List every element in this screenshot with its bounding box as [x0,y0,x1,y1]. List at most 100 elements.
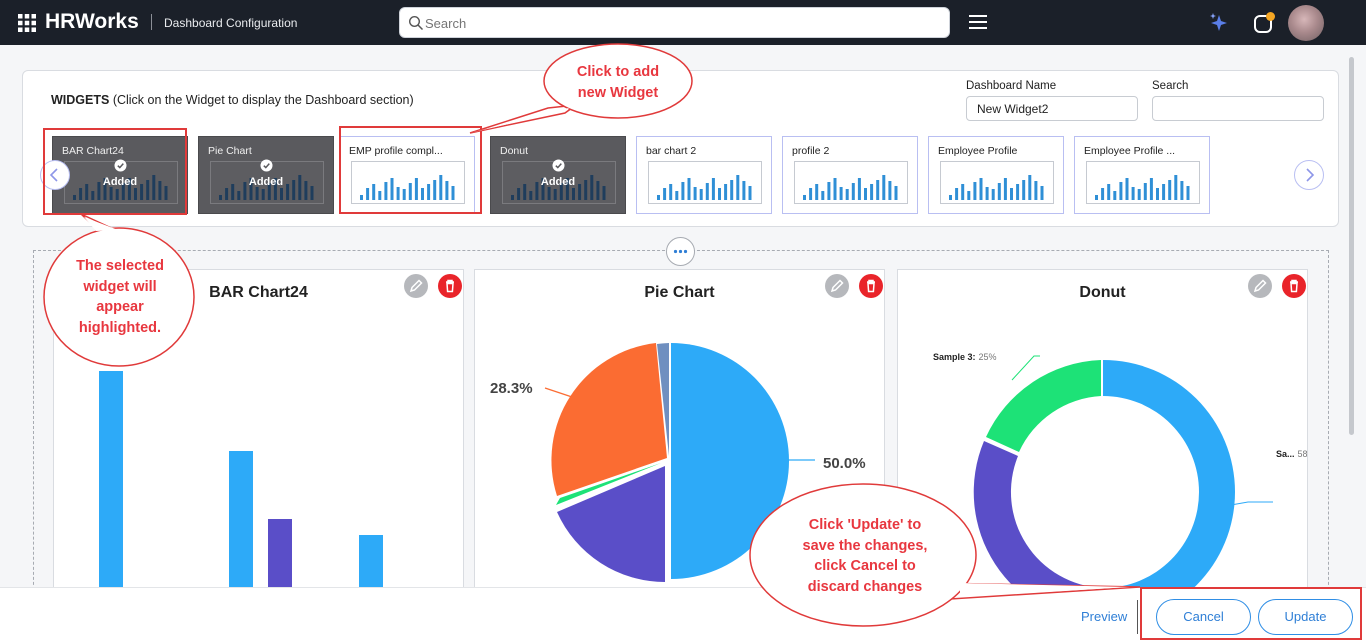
thumbnail-bar [864,188,867,200]
carousel-prev-button[interactable] [40,160,70,190]
check-icon [260,159,273,172]
more-options-button[interactable] [666,237,695,266]
added-badge: Added [102,176,138,188]
trash-icon [1290,279,1298,293]
thumbnail-bar [565,178,569,200]
thumbnail-bar [1174,175,1178,200]
widget-card[interactable]: profile 2 [782,136,918,214]
thumbnail-bar [91,191,95,200]
thumbnail-bar [134,188,137,200]
thumbnail-bar [529,191,533,200]
thumbnail-bar [967,191,971,200]
thumbnail-bar [1143,183,1147,200]
bar-chart-widget[interactable]: BAR Chart24 [53,269,464,587]
pie-chart-widget[interactable]: Pie Chart 50.0% 28.3% [474,269,885,587]
thumbnail-bar [833,178,837,200]
brand-logo[interactable]: HRWorks [45,10,139,33]
thumbnail-bar-chart [803,175,898,200]
thumbnail-bar [523,184,527,200]
thumbnail-bar [140,184,144,200]
widget-card-thumbnail [648,161,762,204]
widget-card[interactable]: Donut Added [490,136,626,214]
carousel-next-button[interactable] [1294,160,1324,190]
preview-link[interactable]: Preview [1081,609,1128,624]
thumbnail-bar [1168,180,1172,200]
thumbnail-bar [121,183,125,200]
search-icon [408,15,424,31]
pie-slice [657,343,669,456]
thumbnail-bar [663,188,667,200]
thumbnail-bar-chart [219,175,314,200]
widget-card[interactable]: EMP profile compl... [339,136,475,214]
thumbnail-bar [164,186,168,200]
thumbnail-bar [1028,175,1032,200]
thumbnail-bar [366,188,370,200]
pie-data-label: 28.3% [490,380,533,397]
chevron-right-icon [1306,168,1315,182]
thumbnail-bar [955,188,959,200]
thumbnail-bar [687,178,691,200]
widget-card-name: bar chart 2 [646,145,697,157]
global-search[interactable] [399,7,950,38]
thumbnail-bar [261,189,265,200]
thumbnail-bar [427,184,431,200]
widget-card[interactable]: Employee Profile ... [1074,136,1210,214]
delete-widget-button[interactable] [1282,274,1306,298]
thumbnail-bar [1186,186,1190,200]
trash-icon [867,279,875,293]
thumbnail-bar [1113,191,1117,200]
thumbnail-bar [578,184,582,200]
widget-card-name: profile 2 [792,145,830,157]
thumbnail-bar [827,182,831,200]
edit-widget-button[interactable] [825,274,849,298]
thumbnail-bar [675,191,679,200]
delete-widget-button[interactable] [438,274,462,298]
cancel-button[interactable]: Cancel [1156,599,1251,635]
edit-widget-button[interactable] [1248,274,1272,298]
donut-label-line [1011,355,1040,381]
more-dots-icon [673,249,688,254]
donut-chart-widget[interactable]: Donut Sample 3: 25% Sa... 58 [897,269,1308,587]
thumbnail-bar [243,182,247,200]
action-footer: Preview Cancel Update [0,587,1366,641]
thumbnail-bar [1095,195,1098,200]
widget-card[interactable]: Pie Chart Added [198,136,334,214]
thumbnail-bar [378,191,382,200]
thumbnail-bar [559,183,563,200]
pencil-icon [830,279,844,293]
thumbnail-bar [997,183,1001,200]
page-scrollbar[interactable] [1349,57,1354,435]
thumbnail-bar [237,191,241,200]
widget-card-thumbnail [940,161,1054,204]
ai-sparkle-icon[interactable] [1208,12,1230,34]
edit-widget-button[interactable] [404,274,428,298]
thumbnail-bar [657,195,660,200]
user-avatar[interactable] [1288,5,1324,41]
thumbnail-bar [602,186,606,200]
thumbnail-bar [803,195,806,200]
widget-card[interactable]: bar chart 2 [636,136,772,214]
thumbnail-bar [1034,181,1038,200]
widgets-panel: WIDGETS (Click on the Widget to display … [22,70,1339,227]
pie-slice [671,343,789,579]
thumbnail-bar [705,183,709,200]
thumbnail-bar [1016,184,1020,200]
thumbnail-bar [888,181,892,200]
thumbnail-bar [408,183,412,200]
widget-search-field[interactable] [1152,96,1324,121]
thumbnail-bar [219,195,222,200]
notification-icon[interactable] [1252,11,1276,35]
update-button[interactable]: Update [1258,599,1353,635]
thumbnail-bar-chart [1095,175,1190,200]
donut-data-label: Sa... 58 [1276,449,1308,459]
pencil-icon [409,279,423,293]
menu-icon[interactable] [969,14,987,30]
widgets-heading: WIDGETS (Click on the Widget to display … [51,93,414,107]
dashboard-name-field[interactable] [966,96,1138,121]
search-input[interactable] [425,12,925,34]
delete-widget-button[interactable] [859,274,883,298]
app-grid-icon[interactable] [18,14,36,32]
widget-card[interactable]: Employee Profile [928,136,1064,214]
thumbnail-bar [961,184,965,200]
widget-card[interactable]: BAR Chart24 Added [52,136,188,214]
